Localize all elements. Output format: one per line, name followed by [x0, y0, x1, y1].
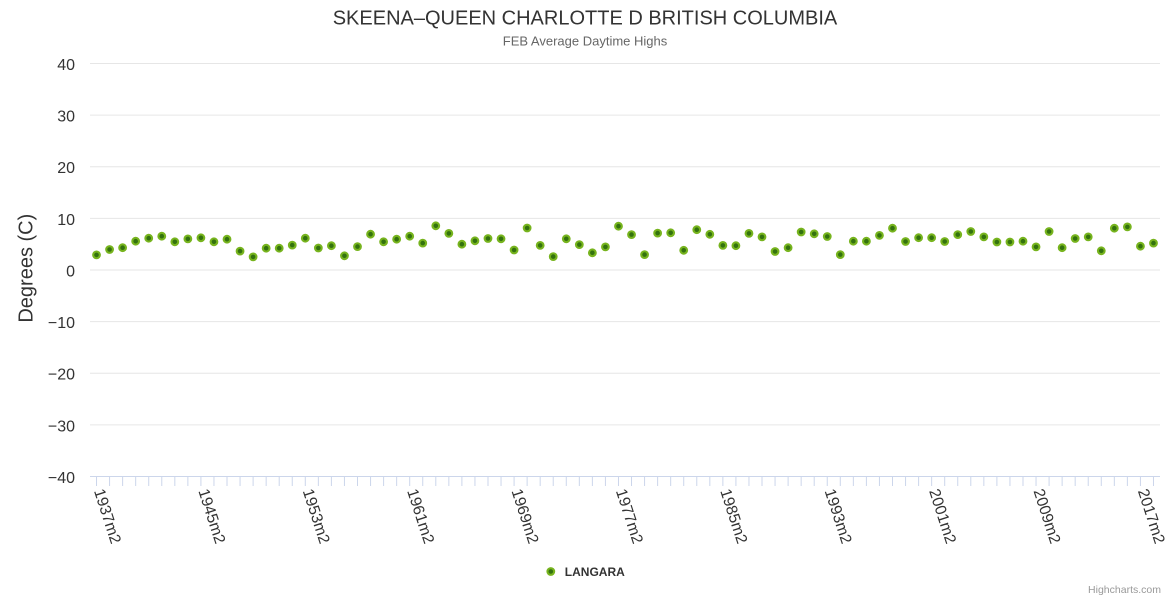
svg-text:10: 10 — [57, 212, 75, 229]
svg-text:0: 0 — [66, 263, 75, 280]
svg-text:20: 20 — [57, 160, 75, 177]
svg-text:SKEENA–QUEEN CHARLOTTE D BRITI: SKEENA–QUEEN CHARLOTTE D BRITISH COLUMBI… — [333, 8, 838, 30]
svg-text:Highcharts.com: Highcharts.com — [1088, 584, 1161, 596]
svg-text:30: 30 — [57, 109, 75, 126]
svg-text:LANGARA: LANGARA — [565, 565, 625, 579]
svg-text:−10: −10 — [48, 315, 75, 332]
svg-text:40: 40 — [57, 57, 75, 74]
svg-text:Degrees (C): Degrees (C) — [16, 214, 38, 323]
svg-text:−40: −40 — [48, 470, 75, 487]
svg-text:−30: −30 — [48, 418, 75, 435]
svg-text:−20: −20 — [48, 367, 75, 384]
svg-text:FEB Average Daytime Highs: FEB Average Daytime Highs — [503, 34, 668, 49]
